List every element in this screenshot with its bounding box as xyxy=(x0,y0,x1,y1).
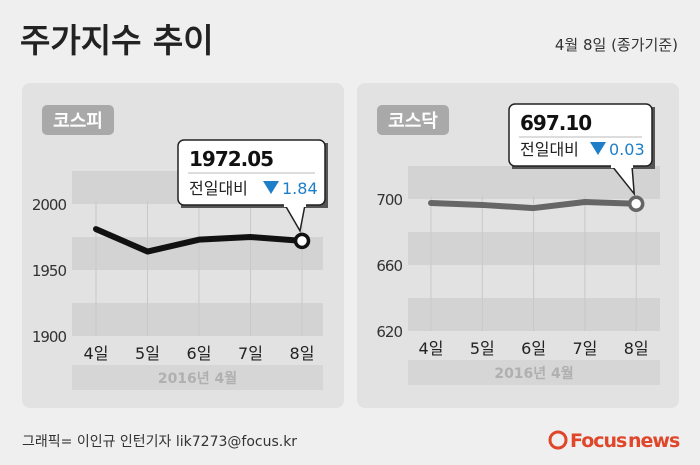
y-tick-label: 1900 xyxy=(32,328,67,346)
x-axis-band xyxy=(408,360,660,385)
svg-text:news: news xyxy=(628,430,680,452)
panel-title: 코스닥 xyxy=(388,111,438,132)
x-tick-label: 4일 xyxy=(84,344,109,363)
y-tick-label: 2000 xyxy=(32,196,67,214)
down-triangle-icon xyxy=(263,181,279,194)
x-axis-label: 2016년 4월 xyxy=(494,365,573,382)
x-tick-label: 7일 xyxy=(572,339,597,358)
value-callout: 697.10 전일대비 0.03 xyxy=(508,103,655,197)
last-data-point xyxy=(627,195,645,213)
y-tick-label: 660 xyxy=(376,257,402,275)
x-tick-label: 6일 xyxy=(521,339,546,358)
x-tick-label: 4일 xyxy=(419,339,444,358)
panel-title: 코스피 xyxy=(53,111,103,132)
y-tick-label: 620 xyxy=(376,323,402,341)
grid-band xyxy=(72,303,323,336)
x-axis-band xyxy=(72,365,323,390)
x-tick-label: 8일 xyxy=(290,344,315,363)
x-tick-label: 8일 xyxy=(624,339,649,358)
page-title: 주가지수 추이 xyxy=(20,21,214,60)
y-tick-label: 700 xyxy=(376,191,402,209)
callout-value: 697.10 xyxy=(520,111,591,135)
credit-text: 그래픽= 이인규 인턴기자 lik7273@focus.kr xyxy=(22,434,297,450)
focusnews-logo: Focus news xyxy=(548,430,681,452)
x-tick-label: 5일 xyxy=(470,339,495,358)
last-data-point xyxy=(293,232,311,250)
x-axis-label: 2016년 4월 xyxy=(158,370,237,387)
callout-label: 전일대비 xyxy=(189,179,248,198)
down-triangle-icon xyxy=(590,142,606,155)
callout-label: 전일대비 xyxy=(520,140,579,159)
value-callout: 1972.05 전일대비 1.84 xyxy=(177,139,328,234)
x-tick-label: 5일 xyxy=(135,344,160,363)
x-tick-label: 6일 xyxy=(187,344,212,363)
x-tick-label: 7일 xyxy=(238,344,263,363)
svg-text:Focus: Focus xyxy=(570,430,627,452)
panel-title-tag: 코스닥 xyxy=(377,105,449,135)
callout-change: 1.84 xyxy=(282,179,318,198)
kosdaq-panel: 코스닥 620 660 700 4일 5일 6일 7일 8일 2016년 4월 697.10 전일대비… xyxy=(357,83,679,408)
panel-title-tag: 코스피 xyxy=(42,105,114,135)
y-tick-label: 1950 xyxy=(32,262,67,280)
kospi-panel: 코스피 1900 1950 2000 4일 5일 6일 7일 8일 2016년 4월 1972.05… xyxy=(22,83,344,408)
callout-change: 0.03 xyxy=(609,140,645,159)
callout-value: 1972.05 xyxy=(189,147,273,171)
date-label: 4월 8일 (종가기준) xyxy=(555,36,678,54)
